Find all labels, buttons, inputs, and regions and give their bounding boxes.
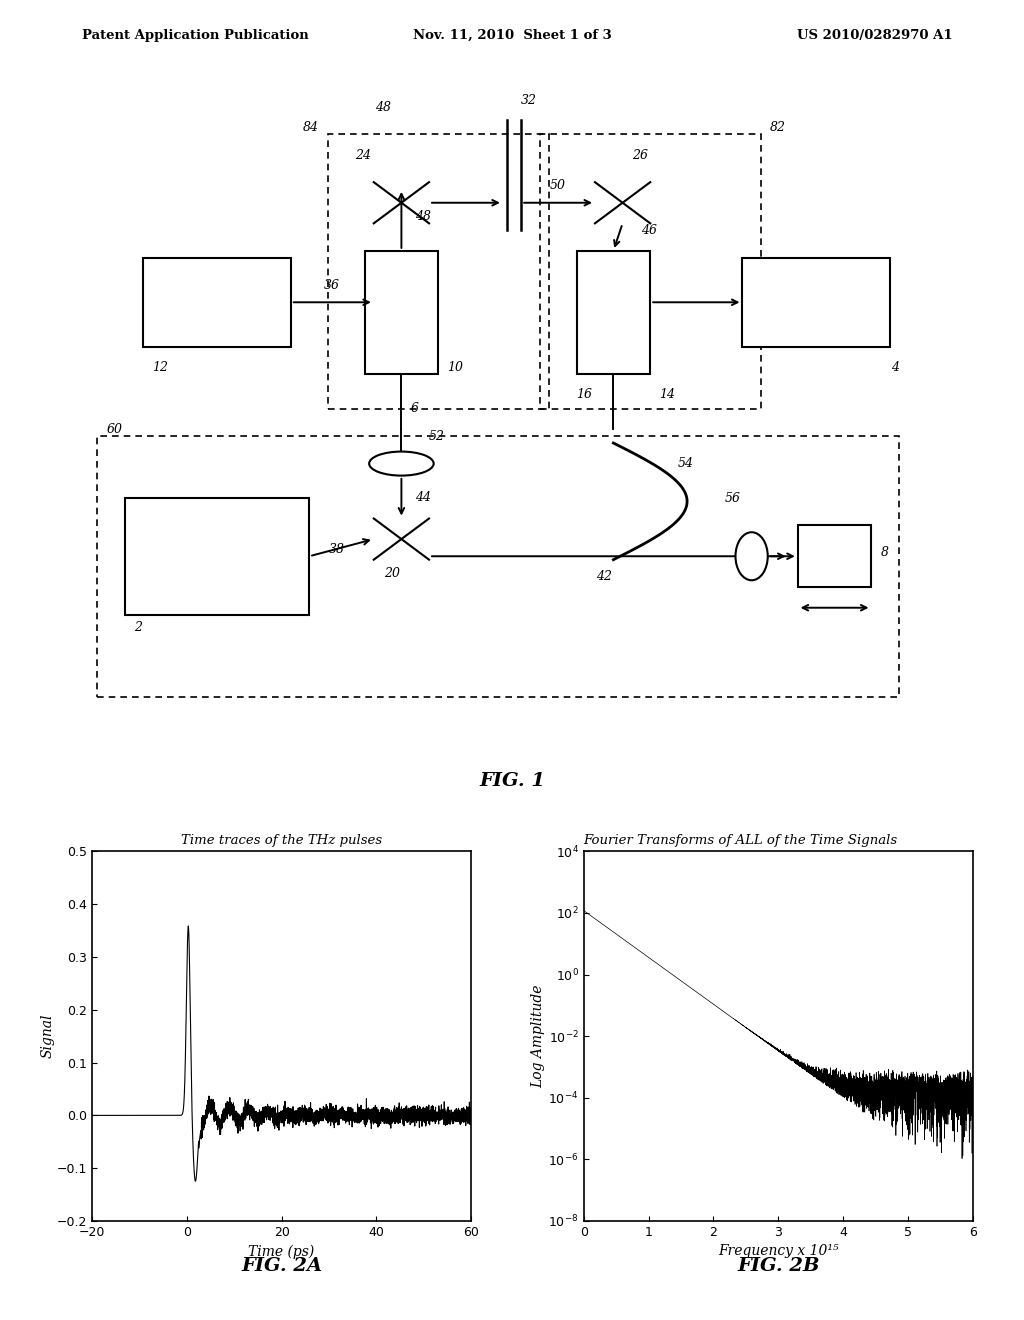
Bar (125, 498, 309, 615)
Ellipse shape (370, 451, 434, 475)
Text: 24: 24 (355, 149, 372, 161)
Bar (365, 251, 438, 375)
Text: 6: 6 (411, 403, 419, 416)
Text: 84: 84 (302, 121, 318, 135)
Bar (328, 135, 549, 409)
Text: FIG. 1: FIG. 1 (479, 772, 545, 791)
Text: 16: 16 (577, 388, 593, 401)
Text: 54: 54 (678, 457, 694, 470)
Text: 52: 52 (429, 430, 445, 444)
Text: 48: 48 (416, 210, 431, 223)
Text: Fourier Transforms of ALL of the Time Signals: Fourier Transforms of ALL of the Time Si… (584, 834, 898, 847)
Title: Time traces of the THz pulses: Time traces of the THz pulses (181, 834, 382, 847)
Text: US 2010/0282970 A1: US 2010/0282970 A1 (797, 29, 952, 42)
Bar (577, 251, 650, 375)
Text: 8: 8 (881, 546, 889, 560)
Y-axis label: Log Amplitude: Log Amplitude (531, 985, 546, 1088)
Text: 38: 38 (329, 543, 345, 556)
Text: 2: 2 (134, 622, 142, 635)
Bar (143, 257, 291, 347)
Text: Patent Application Publication: Patent Application Publication (82, 29, 308, 42)
Text: FIG. 2B: FIG. 2B (737, 1257, 819, 1275)
Bar (540, 135, 761, 409)
Text: 60: 60 (106, 424, 123, 436)
Text: 36: 36 (325, 279, 340, 292)
Text: 32: 32 (521, 94, 538, 107)
Text: 10: 10 (447, 362, 464, 375)
Bar (798, 525, 871, 587)
Text: 42: 42 (596, 570, 612, 583)
Ellipse shape (735, 532, 768, 581)
Text: 4: 4 (891, 360, 899, 374)
Text: 48: 48 (375, 100, 391, 114)
Bar (97, 436, 899, 697)
Text: FIG. 2A: FIG. 2A (241, 1257, 323, 1275)
Text: 12: 12 (153, 360, 169, 374)
Text: 26: 26 (632, 149, 648, 161)
Bar (742, 257, 890, 347)
X-axis label: Frequency x 10¹⁵: Frequency x 10¹⁵ (718, 1245, 839, 1258)
Text: 14: 14 (659, 388, 676, 401)
Text: Nov. 11, 2010  Sheet 1 of 3: Nov. 11, 2010 Sheet 1 of 3 (413, 29, 611, 42)
Text: 44: 44 (416, 491, 431, 504)
Text: 46: 46 (641, 223, 657, 236)
Text: 50: 50 (550, 180, 566, 193)
Y-axis label: Signal: Signal (40, 1014, 54, 1059)
X-axis label: Time (ps): Time (ps) (249, 1245, 314, 1259)
Text: 20: 20 (384, 566, 400, 579)
Text: 56: 56 (725, 492, 741, 504)
Text: 82: 82 (770, 121, 786, 135)
